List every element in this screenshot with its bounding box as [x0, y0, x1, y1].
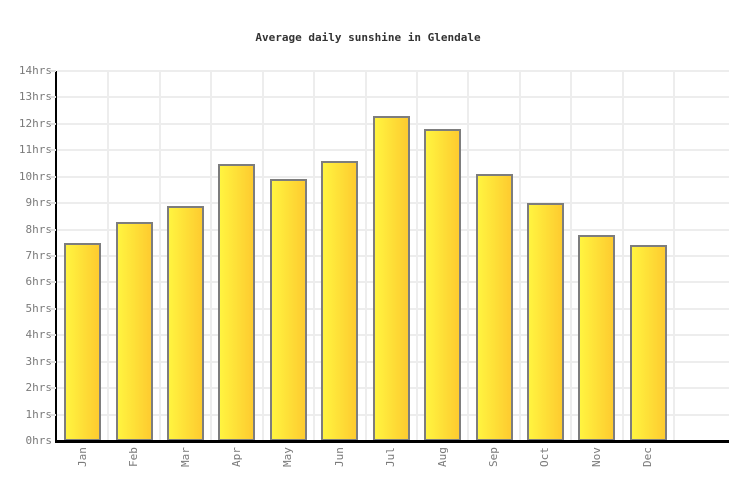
x-tick-label-oct: Oct — [538, 447, 552, 467]
bar-slot — [160, 71, 211, 441]
x-tick-label-feb: Feb — [127, 447, 141, 467]
y-tick-label: 7hrs — [25, 249, 53, 262]
bar-slot — [57, 71, 108, 441]
y-tick-label: 6hrs — [25, 275, 53, 289]
plot-bars-area — [57, 71, 675, 441]
bar-slot — [314, 71, 365, 441]
gridline-vertical — [673, 71, 675, 441]
bar-feb — [115, 221, 153, 441]
y-tick-mark — [50, 334, 56, 337]
y-tick-label: 13hrs — [18, 90, 52, 104]
x-tick-label-mar: Mar — [178, 447, 192, 467]
y-tick-label: 14hrs — [18, 64, 52, 77]
bar-nov — [578, 234, 616, 441]
gridline-vertical — [261, 71, 264, 441]
y-axis-line — [55, 71, 57, 443]
x-tick-label-may: May — [281, 447, 295, 467]
chart-title: Average daily sunshine in Glendale — [255, 31, 481, 44]
x-tick-label-dec: Dec — [641, 447, 655, 467]
bar-slot — [571, 71, 622, 441]
bar-slot — [623, 71, 674, 441]
x-axis-line — [55, 440, 729, 443]
bar-dec — [629, 245, 667, 441]
x-tick-label-jul: Jul — [384, 447, 398, 467]
gridline-vertical — [158, 71, 161, 441]
y-tick-label: 0hrs — [25, 434, 53, 447]
y-tick-label: 1hrs — [25, 407, 53, 421]
gridline-vertical — [570, 71, 573, 441]
y-tick-label: 3hrs — [25, 354, 53, 368]
y-tick-mark — [50, 70, 56, 72]
y-tick-mark — [50, 360, 56, 363]
x-tick-label-apr: Apr — [229, 447, 243, 467]
x-tick-label-aug: Aug — [435, 447, 449, 467]
bar-slots — [57, 71, 674, 441]
y-tick-label: 4hrs — [25, 328, 53, 342]
gridline-vertical — [364, 71, 367, 441]
y-tick-label: 8hrs — [25, 222, 53, 236]
gridline-vertical — [621, 71, 624, 441]
y-tick-mark — [50, 96, 56, 99]
bar-aug — [424, 129, 462, 441]
bar-slot — [468, 71, 519, 441]
y-tick-mark — [50, 175, 56, 178]
bar-slot — [417, 71, 468, 441]
y-tick-mark — [50, 202, 56, 205]
bar-slot — [366, 71, 417, 441]
gridline-horizontal — [57, 70, 729, 72]
gridline-vertical — [107, 71, 110, 441]
gridline-horizontal — [57, 96, 729, 99]
gridline-vertical — [415, 71, 418, 441]
y-tick-label: 11hrs — [18, 143, 52, 157]
bar-slot — [520, 71, 571, 441]
gridline-vertical — [467, 71, 470, 441]
y-tick-mark — [50, 228, 56, 231]
bar-jun — [321, 160, 359, 441]
bar-slot — [108, 71, 159, 441]
x-tick-label-jun: Jun — [332, 447, 346, 467]
y-tick-label: 10hrs — [18, 169, 52, 183]
y-tick-mark — [50, 122, 56, 125]
bar-apr — [218, 163, 256, 441]
bar-slot — [211, 71, 262, 441]
y-tick-mark — [50, 413, 56, 416]
y-tick-mark — [50, 255, 56, 257]
bar-may — [269, 179, 307, 441]
x-tick-label-jan: Jan — [75, 447, 89, 467]
bar-sep — [475, 174, 513, 441]
gridline-vertical — [313, 71, 316, 441]
y-tick-mark — [50, 387, 56, 390]
bar-jul — [372, 115, 410, 441]
y-tick-label: 12hrs — [18, 116, 52, 130]
gridline-vertical — [518, 71, 521, 441]
bar-oct — [527, 203, 564, 441]
y-tick-label: 9hrs — [25, 196, 53, 210]
y-tick-mark — [50, 149, 56, 152]
gridline-vertical — [210, 71, 213, 441]
y-tick-label: 5hrs — [25, 301, 53, 315]
y-tick-label: 2hrs — [25, 381, 53, 395]
bar-slot — [263, 71, 314, 441]
y-tick-mark — [50, 307, 56, 310]
y-tick-mark — [50, 281, 56, 284]
x-tick-label-nov: Nov — [589, 447, 603, 467]
bar-jan — [64, 242, 102, 441]
x-tick-label-sep: Sep — [487, 447, 501, 467]
bar-mar — [167, 205, 205, 441]
